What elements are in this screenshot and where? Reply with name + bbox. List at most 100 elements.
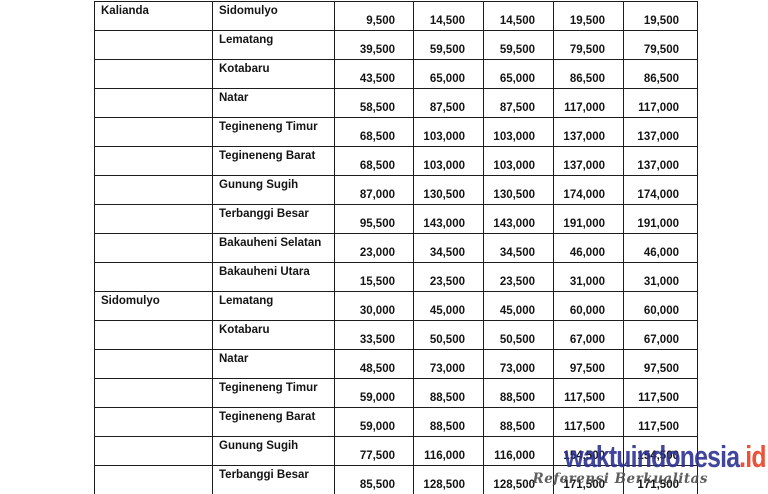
origin-cell bbox=[94, 204, 213, 234]
origin-cell: Kalianda bbox=[94, 1, 213, 31]
fare-value-cell: 31,000 bbox=[553, 262, 624, 292]
destination-cell: Lematang bbox=[212, 30, 335, 60]
fare-value-cell: 171,500 bbox=[553, 465, 624, 494]
fare-value-cell: 79,500 bbox=[553, 30, 624, 60]
fare-value-cell: 116,000 bbox=[413, 436, 484, 466]
fare-value-cell: 15,500 bbox=[334, 262, 414, 292]
fare-value-cell: 59,500 bbox=[483, 30, 554, 60]
fare-value-cell: 130,500 bbox=[483, 175, 554, 205]
fare-value-cell: 23,500 bbox=[413, 262, 484, 292]
fare-value-cell: 128,500 bbox=[483, 465, 554, 494]
fare-value-cell: 154,500 bbox=[553, 436, 624, 466]
fare-value-cell: 88,500 bbox=[483, 407, 554, 437]
destination-cell: Kotabaru bbox=[212, 320, 335, 350]
fare-value-cell: 87,500 bbox=[413, 88, 484, 118]
table-row: Kotabaru 33,500 50,500 50,500 67,000 67,… bbox=[94, 320, 698, 350]
fare-value-cell: 137,000 bbox=[623, 117, 698, 147]
origin-cell bbox=[94, 320, 213, 350]
table-row: Tegineneng Timur 59,000 88,500 88,500 11… bbox=[94, 378, 698, 408]
table-row: Gunung Sugih 87,000 130,500 130,500 174,… bbox=[94, 175, 698, 205]
fare-value-cell: 174,000 bbox=[553, 175, 624, 205]
fare-value-cell: 79,500 bbox=[623, 30, 698, 60]
fare-value-cell: 103,000 bbox=[483, 117, 554, 147]
table-row: Tegineneng Barat 68,500 103,000 103,000 … bbox=[94, 146, 698, 176]
fare-value-cell: 85,500 bbox=[334, 465, 414, 494]
fare-value-cell: 86,500 bbox=[553, 59, 624, 89]
fare-value-cell: 67,000 bbox=[553, 320, 624, 350]
destination-cell: Tegineneng Barat bbox=[212, 407, 335, 437]
fare-value-cell: 103,000 bbox=[413, 146, 484, 176]
fare-value-cell: 97,500 bbox=[553, 349, 624, 379]
table-row: Natar 58,500 87,500 87,500 117,000 117,0… bbox=[94, 88, 698, 118]
table-row: Tegineneng Barat 59,000 88,500 88,500 11… bbox=[94, 407, 698, 437]
fare-value-cell: 46,000 bbox=[623, 233, 698, 263]
fare-value-cell: 103,000 bbox=[483, 146, 554, 176]
fare-value-cell: 34,500 bbox=[483, 233, 554, 263]
destination-cell: Tegineneng Barat bbox=[212, 146, 335, 176]
table-row: Terbanggi Besar 95,500 143,000 143,000 1… bbox=[94, 204, 698, 234]
origin-cell: Sidomulyo bbox=[94, 291, 213, 321]
origin-cell bbox=[94, 407, 213, 437]
fare-value-cell: 86,500 bbox=[623, 59, 698, 89]
fare-value-cell: 68,500 bbox=[334, 146, 414, 176]
fare-value-cell: 50,500 bbox=[413, 320, 484, 350]
fare-value-cell: 73,000 bbox=[483, 349, 554, 379]
table-row: Lematang 39,500 59,500 59,500 79,500 79,… bbox=[94, 30, 698, 60]
fare-value-cell: 137,000 bbox=[553, 146, 624, 176]
fare-value-cell: 95,500 bbox=[334, 204, 414, 234]
fare-value-cell: 50,500 bbox=[483, 320, 554, 350]
destination-cell: Terbanggi Besar bbox=[212, 465, 335, 494]
destination-cell: Terbanggi Besar bbox=[212, 204, 335, 234]
fare-table-body: Kalianda Sidomulyo 9,500 14,500 14,500 1… bbox=[94, 1, 698, 494]
fare-value-cell: 143,000 bbox=[413, 204, 484, 234]
fare-value-cell: 19,500 bbox=[623, 1, 698, 31]
fare-value-cell: 65,000 bbox=[413, 59, 484, 89]
origin-cell bbox=[94, 233, 213, 263]
fare-value-cell: 14,500 bbox=[483, 1, 554, 31]
fare-value-cell: 87,500 bbox=[483, 88, 554, 118]
destination-cell: Kotabaru bbox=[212, 59, 335, 89]
fare-value-cell: 59,000 bbox=[334, 378, 414, 408]
fare-value-cell: 65,000 bbox=[483, 59, 554, 89]
origin-cell bbox=[94, 117, 213, 147]
origin-cell bbox=[94, 436, 213, 466]
fare-value-cell: 23,000 bbox=[334, 233, 414, 263]
fare-value-cell: 97,500 bbox=[623, 349, 698, 379]
fare-value-cell: 68,500 bbox=[334, 117, 414, 147]
table-row: Terbanggi Besar 85,500 128,500 128,500 1… bbox=[94, 465, 698, 494]
origin-cell bbox=[94, 30, 213, 60]
fare-value-cell: 59,500 bbox=[413, 30, 484, 60]
destination-cell: Natar bbox=[212, 349, 335, 379]
destination-cell: Tegineneng Timur bbox=[212, 378, 335, 408]
fare-value-cell: 137,000 bbox=[553, 117, 624, 147]
table-row: Gunung Sugih 77,500 116,000 116,000 154,… bbox=[94, 436, 698, 466]
origin-cell bbox=[94, 378, 213, 408]
fare-value-cell: 117,000 bbox=[553, 88, 624, 118]
fare-value-cell: 39,500 bbox=[334, 30, 414, 60]
table-row: Kotabaru 43,500 65,000 65,000 86,500 86,… bbox=[94, 59, 698, 89]
fare-value-cell: 117,500 bbox=[553, 407, 624, 437]
table-row: Natar 48,500 73,000 73,000 97,500 97,500 bbox=[94, 349, 698, 379]
fare-value-cell: 88,500 bbox=[483, 378, 554, 408]
origin-cell bbox=[94, 59, 213, 89]
fare-value-cell: 154,500 bbox=[623, 436, 698, 466]
origin-cell bbox=[94, 146, 213, 176]
fare-value-cell: 117,500 bbox=[623, 378, 698, 408]
fare-value-cell: 73,000 bbox=[413, 349, 484, 379]
table-row: Bakauheni Selatan 23,000 34,500 34,500 4… bbox=[94, 233, 698, 263]
destination-cell: Gunung Sugih bbox=[212, 436, 335, 466]
fare-value-cell: 171,500 bbox=[623, 465, 698, 494]
destination-cell: Bakauheni Utara bbox=[212, 262, 335, 292]
fare-value-cell: 128,500 bbox=[413, 465, 484, 494]
fare-value-cell: 43,500 bbox=[334, 59, 414, 89]
fare-value-cell: 9,500 bbox=[334, 1, 414, 31]
table-row: Bakauheni Utara 15,500 23,500 23,500 31,… bbox=[94, 262, 698, 292]
origin-cell bbox=[94, 88, 213, 118]
fare-value-cell: 19,500 bbox=[553, 1, 624, 31]
fare-value-cell: 117,500 bbox=[553, 378, 624, 408]
fare-value-cell: 60,000 bbox=[553, 291, 624, 321]
origin-cell bbox=[94, 175, 213, 205]
fare-value-cell: 46,000 bbox=[553, 233, 624, 263]
fare-value-cell: 117,500 bbox=[623, 407, 698, 437]
